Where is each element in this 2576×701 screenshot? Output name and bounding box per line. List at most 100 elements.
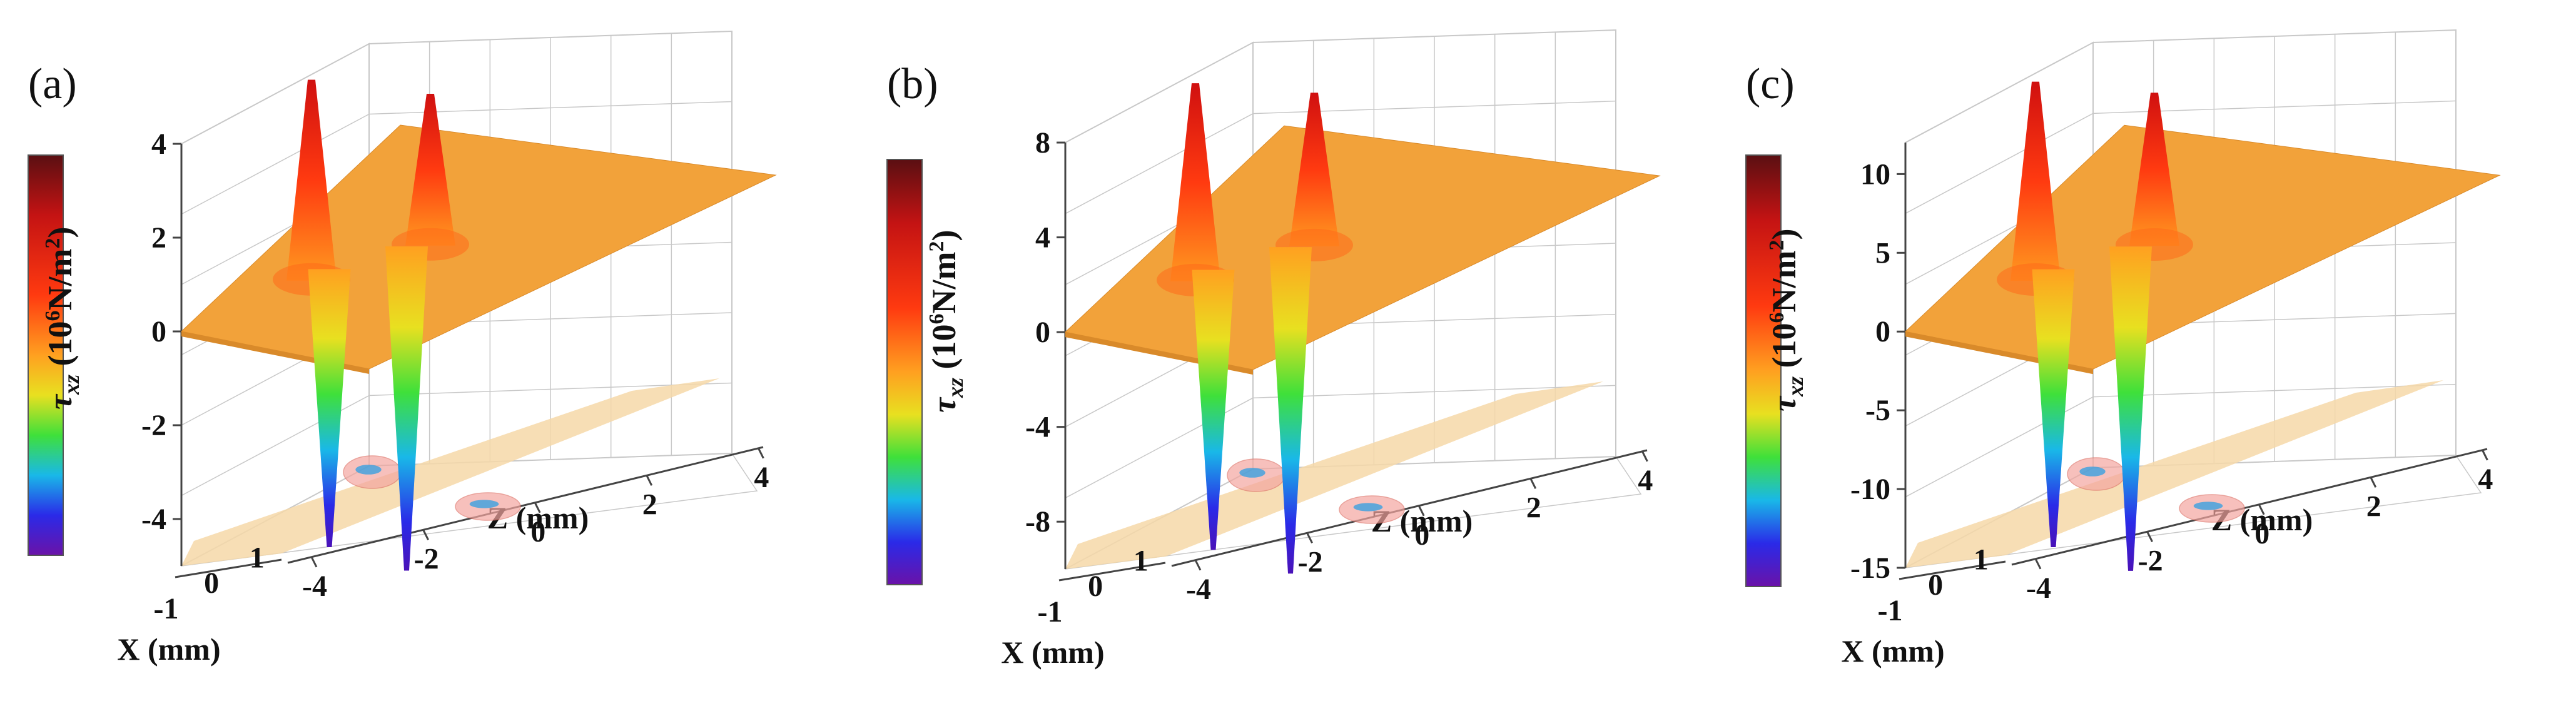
z-tick-mark — [534, 502, 541, 513]
z-tick-mark — [1306, 532, 1313, 543]
z-tick-mark — [646, 475, 653, 486]
y-axis-label: τxz (106N/m2) — [1765, 228, 1808, 411]
z-tick-label: 2 — [642, 488, 657, 521]
z-tick-label: -4 — [302, 570, 327, 603]
tau-symbol: τ — [41, 395, 79, 410]
unit-rest: N/m — [41, 248, 79, 311]
y-tick-label: 0 — [1875, 315, 1890, 348]
x-tick-label: 0 — [1928, 568, 1943, 602]
left-negative-peak — [2032, 269, 2075, 548]
colorbar — [1745, 154, 1782, 587]
right-negative-peak — [1269, 247, 1312, 574]
x-axis-line — [1899, 560, 2006, 580]
floor-hotspot-core — [2193, 502, 2223, 510]
floor-projection — [1065, 381, 1603, 569]
unit-power: 2 — [41, 238, 64, 249]
x-tick-label: -1 — [1878, 594, 1903, 627]
z-tick-mark — [2034, 558, 2042, 570]
grid-line — [181, 113, 370, 215]
x-tick-label: 0 — [1088, 570, 1103, 603]
panel-label: (a) — [28, 60, 77, 108]
z-tick-mark — [1641, 451, 1648, 462]
unit-exponent: 6 — [1765, 312, 1788, 323]
y-tick-label: -5 — [1865, 394, 1890, 427]
y-tick-label: 0 — [1035, 316, 1050, 349]
panel-label: (c) — [1746, 60, 1795, 108]
x-tick-label: -1 — [1038, 595, 1063, 628]
y-tick-label: -15 — [1850, 552, 1890, 585]
z-tick-label: 4 — [754, 461, 769, 494]
left-negative-peak — [308, 269, 351, 547]
tau-symbol: τ — [1765, 396, 1803, 411]
z-tick-mark — [758, 448, 764, 459]
floor-grid — [181, 453, 758, 567]
unit-exponent: 6 — [925, 313, 948, 325]
z-axis-line — [1171, 449, 1648, 567]
right-positive-peak — [1289, 93, 1339, 246]
z-tick-mark — [2370, 477, 2377, 488]
z-tick-label: -4 — [1186, 573, 1211, 606]
tau-symbol: τ — [925, 398, 963, 413]
x-axis-title: X (mm) — [1001, 635, 1104, 670]
z-tick-label: 0 — [530, 515, 545, 548]
tau-subscript: xz — [1782, 376, 1808, 397]
x-tick-label: 1 — [250, 542, 265, 575]
x-tick-label: 0 — [204, 567, 219, 600]
y-tick-label: -4 — [141, 503, 166, 536]
left-positive-peak — [1170, 83, 1220, 281]
right-positive-peak — [405, 94, 455, 246]
y-tick-label: 8 — [1035, 126, 1050, 159]
zero-plane — [1064, 125, 1661, 370]
floor-projection — [181, 378, 719, 566]
y-tick-label: -8 — [1025, 505, 1050, 538]
x-axis-line — [1058, 562, 1166, 582]
right-negative-peak — [385, 246, 428, 571]
left-negative-peak — [1192, 270, 1235, 550]
right-negative-peak — [2109, 246, 2152, 571]
z-tick-label: 0 — [1414, 518, 1429, 552]
z-tick-label: 2 — [1526, 491, 1541, 524]
z-tick-label: 4 — [1638, 464, 1653, 497]
z-tick-label: -2 — [414, 542, 439, 575]
z-tick-label: 0 — [2254, 517, 2269, 550]
x-axis-title: X (mm) — [1841, 633, 1944, 668]
z-tick-label: -4 — [2026, 572, 2051, 605]
chart-panel-c: (c) 10 5 0 -5 -10 -15 -1 0 1 X (mm) -4 -2 0 2 4 Z (mm) τx… — [1718, 0, 2576, 701]
z-tick-label: 2 — [2366, 490, 2381, 523]
x-axis-line — [175, 558, 282, 578]
y-tick-label: 10 — [1860, 158, 1890, 191]
z-tick-mark — [2258, 504, 2265, 515]
x-tick-label: -1 — [154, 592, 179, 625]
y-tick-label: -4 — [1025, 411, 1050, 444]
y-tick-label: 4 — [151, 128, 166, 161]
unit-power: 2 — [1765, 240, 1788, 251]
y-tick-label: -10 — [1850, 473, 1890, 506]
tau-subscript: xz — [942, 378, 968, 398]
z-tick-label: -2 — [1298, 545, 1323, 578]
floor-grid — [1905, 455, 2482, 568]
zero-plane — [180, 124, 777, 370]
panel-label: (b) — [887, 60, 938, 108]
unit-power: 2 — [925, 241, 948, 252]
floor-hotspot-core — [469, 500, 499, 508]
z-tick-label: 4 — [2478, 463, 2493, 496]
colorbar — [886, 159, 923, 585]
floor-grid — [1065, 456, 1642, 570]
unit-rest: N/m — [1765, 250, 1803, 313]
floor-hotspot-core — [2079, 466, 2106, 477]
z-axis-line — [2011, 448, 2488, 566]
y-tick-label: -2 — [141, 409, 166, 442]
colorbar — [28, 154, 64, 556]
floor-hotspot-core — [1239, 468, 1265, 478]
floor-hotspot-core — [355, 465, 382, 475]
z-tick-mark — [310, 557, 318, 568]
floor-projection — [1905, 380, 2443, 568]
y-tick-label: 2 — [151, 221, 166, 255]
z-tick-mark — [2146, 531, 2153, 542]
unit-exponent: 6 — [41, 310, 64, 321]
z-axis-line — [287, 446, 764, 564]
y-tick-label: 4 — [1035, 221, 1050, 255]
z-tick-mark — [422, 529, 429, 540]
